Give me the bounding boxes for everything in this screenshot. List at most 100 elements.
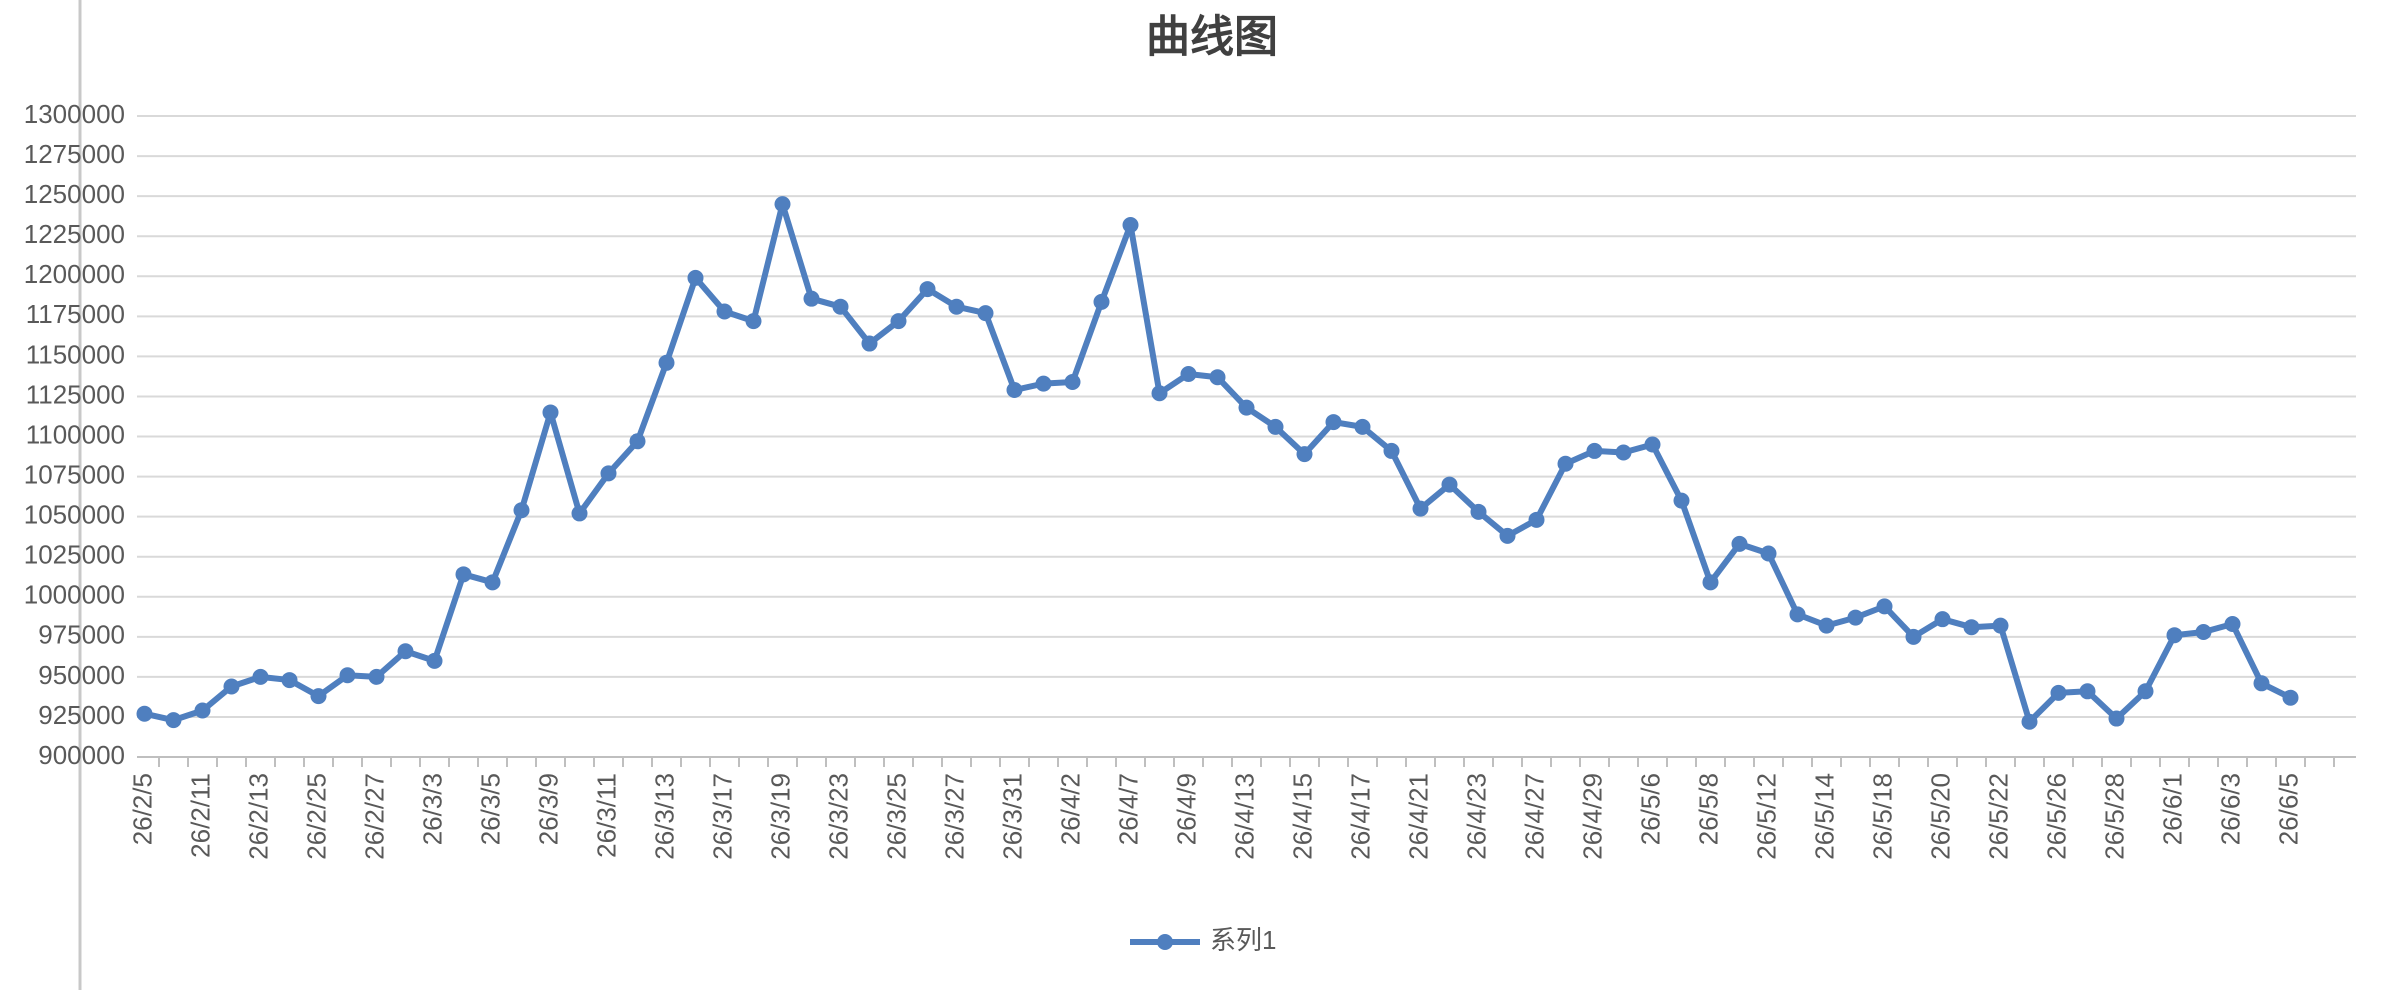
data-point <box>629 433 646 450</box>
data-point <box>484 574 501 591</box>
data-point <box>310 688 327 705</box>
series-line <box>143 201 2292 725</box>
data-point <box>136 705 153 722</box>
y-tick-label: 1000000 <box>24 580 125 610</box>
data-point <box>1006 382 1023 399</box>
x-tick-label: 26/5/28 <box>2099 773 2129 860</box>
data-point <box>890 313 907 330</box>
x-tick-label: 26/3/5 <box>475 773 505 845</box>
x-tick-label: 26/3/19 <box>765 773 795 860</box>
x-tick-label: 26/4/23 <box>1461 773 1491 860</box>
data-point <box>397 643 414 660</box>
legend-marker <box>1157 934 1173 950</box>
data-point <box>832 298 849 315</box>
x-tick-label: 26/6/3 <box>2215 773 2245 845</box>
data-point <box>1064 374 1081 391</box>
data-point <box>1586 442 1603 459</box>
data-point <box>426 652 443 669</box>
data-point <box>1093 293 1110 310</box>
x-tick-label: 26/3/31 <box>997 773 1027 860</box>
data-point <box>2224 615 2241 632</box>
data-point <box>1934 611 1951 628</box>
data-point <box>1441 476 1458 493</box>
data-point <box>687 269 704 286</box>
y-tick-label: 1150000 <box>26 339 125 369</box>
y-tick-label: 1125000 <box>26 379 125 409</box>
y-tick-label: 1225000 <box>24 219 125 249</box>
x-tick-label: 26/4/27 <box>1519 773 1549 860</box>
x-tick-label: 26/2/11 <box>185 773 215 858</box>
data-point <box>1557 455 1574 472</box>
x-tick-label: 26/3/11 <box>591 773 621 858</box>
x-tick-label: 26/4/9 <box>1171 773 1201 845</box>
x-tick-label: 26/3/27 <box>939 773 969 860</box>
x-tick-label: 26/2/27 <box>359 773 389 860</box>
x-tick-label: 26/5/22 <box>1983 773 2013 860</box>
y-tick-label: 1175000 <box>26 299 125 329</box>
x-tick-label: 26/5/18 <box>1867 773 1897 860</box>
data-point <box>1267 418 1284 435</box>
legend-label: 系列1 <box>1210 925 1276 955</box>
y-tick-label: 900000 <box>38 740 125 770</box>
data-point <box>948 298 965 315</box>
x-tick-label: 26/6/5 <box>2273 773 2303 845</box>
data-point <box>1789 606 1806 623</box>
data-point <box>2282 689 2299 706</box>
data-point <box>919 281 936 298</box>
data-point <box>2137 683 2154 700</box>
data-point <box>803 290 820 307</box>
data-point <box>1180 366 1197 383</box>
data-point <box>1731 535 1748 552</box>
data-point <box>1151 385 1168 402</box>
data-point <box>1354 418 1371 435</box>
data-point <box>1905 628 1922 645</box>
data-point <box>1325 414 1342 431</box>
data-point <box>2050 684 2067 701</box>
data-point <box>977 305 994 322</box>
x-tick-label: 26/2/25 <box>301 773 331 860</box>
data-point <box>1847 609 1864 626</box>
data-point <box>2021 713 2038 730</box>
data-point <box>1818 617 1835 634</box>
y-tick-label: 950000 <box>38 660 125 690</box>
data-point <box>455 566 472 583</box>
data-point <box>1470 503 1487 520</box>
data-point <box>1122 216 1139 233</box>
y-tick-label: 1275000 <box>24 139 125 169</box>
y-tick-label: 1100000 <box>26 419 125 449</box>
y-tick-label: 1250000 <box>24 179 125 209</box>
data-point <box>861 335 878 352</box>
chart-title: 曲线图 <box>1146 13 1278 62</box>
data-point <box>1673 492 1690 509</box>
y-tick-label: 1200000 <box>24 259 125 289</box>
data-point <box>745 313 762 330</box>
data-point <box>2079 683 2096 700</box>
x-tick-label: 26/3/23 <box>823 773 853 860</box>
x-tick-label: 26/3/13 <box>649 773 679 860</box>
data-point <box>1412 500 1429 517</box>
data-point <box>774 196 791 213</box>
x-tick-label: 26/3/17 <box>707 773 737 860</box>
x-tick-label: 26/5/6 <box>1635 773 1665 845</box>
data-point <box>1644 436 1661 453</box>
data-point <box>1383 442 1400 459</box>
x-tick-label: 26/5/12 <box>1751 773 1781 860</box>
x-tick-label: 26/2/5 <box>127 773 157 845</box>
x-tick-label: 26/5/20 <box>1925 773 1955 860</box>
x-tick-label: 26/5/26 <box>2041 773 2071 860</box>
data-point <box>1035 375 1052 392</box>
data-point <box>1992 617 2009 634</box>
x-tick-label: 26/4/15 <box>1287 773 1317 860</box>
data-point <box>1209 369 1226 386</box>
x-tick-label: 26/6/1 <box>2157 773 2187 845</box>
data-point <box>1760 545 1777 562</box>
y-tick-label: 1025000 <box>24 540 125 570</box>
data-point <box>1702 574 1719 591</box>
data-point <box>658 354 675 371</box>
x-tick-label: 26/2/13 <box>243 773 273 860</box>
x-tick-label: 26/4/7 <box>1113 773 1143 845</box>
data-point <box>194 702 211 719</box>
x-tick-label: 26/5/8 <box>1693 773 1723 845</box>
data-point <box>281 672 298 689</box>
y-tick-label: 925000 <box>38 700 125 730</box>
